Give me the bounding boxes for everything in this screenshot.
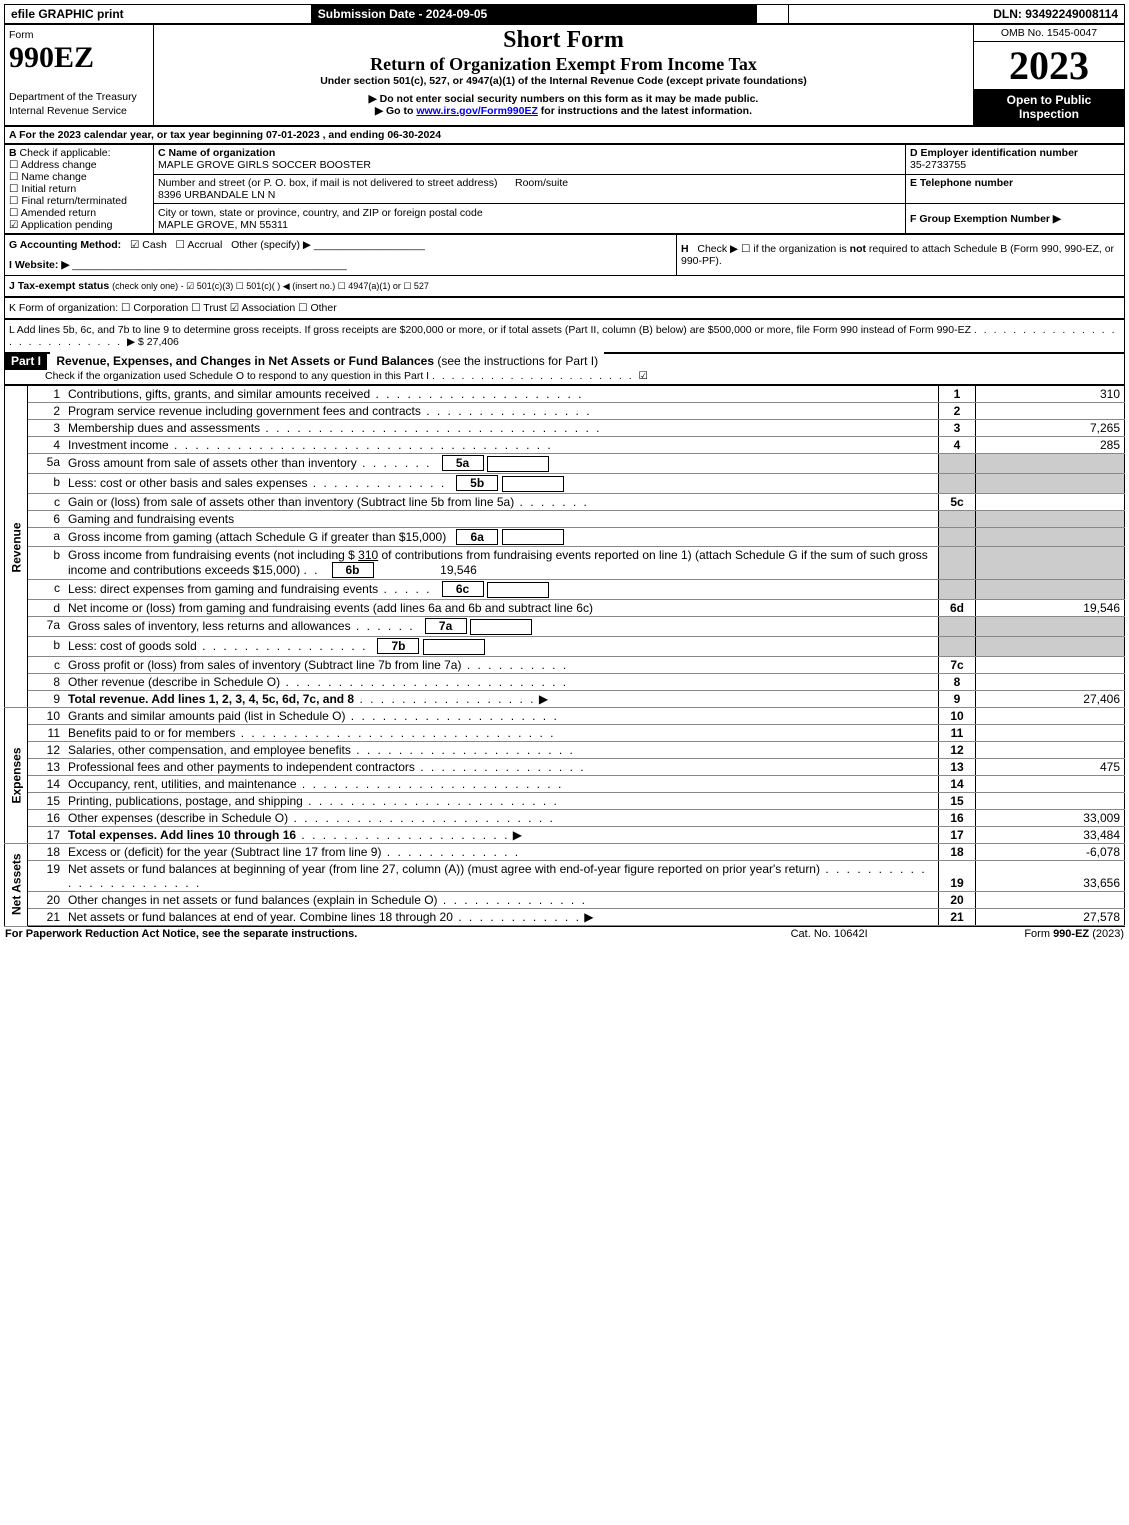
- irs-link[interactable]: www.irs.gov/Form990EZ: [416, 105, 538, 117]
- top-bar: efile GRAPHIC print Submission Date - 20…: [4, 4, 1125, 24]
- open-public: Open to Public Inspection: [974, 89, 1124, 125]
- form-number: 990EZ: [9, 41, 94, 74]
- box-c-city: City or town, state or province, country…: [154, 204, 906, 234]
- box-e: E Telephone number: [906, 174, 1125, 204]
- box-d: D Employer identification number 35-2733…: [906, 145, 1125, 175]
- side-expenses: Expenses: [5, 708, 28, 844]
- line-a: A For the 2023 calendar year, or tax yea…: [5, 127, 1125, 144]
- short-form-title: Short Form: [158, 27, 969, 54]
- form-label: Form: [9, 29, 34, 41]
- dln: DLN: 93492249008114: [788, 5, 1124, 24]
- side-netassets: Net Assets: [5, 843, 28, 926]
- part1-label: Part I: [5, 352, 47, 370]
- box-c-street: Number and street (or P. O. box, if mail…: [154, 174, 906, 204]
- line-g: G Accounting Method: ☑ Cash ☐ Accrual Ot…: [5, 235, 677, 256]
- line-h: H Check ▶ ☐ if the organization is not r…: [677, 235, 1125, 276]
- subtitle: Under section 501(c), 527, or 4947(a)(1)…: [158, 75, 969, 87]
- efile-label: efile GRAPHIC print: [5, 5, 312, 24]
- tax-year: 2023: [974, 42, 1124, 89]
- omb-number: OMB No. 1545-0047: [974, 25, 1124, 42]
- entity-block: B Check if applicable: ☐ Address change …: [4, 144, 1125, 234]
- line-l: L Add lines 5b, 6c, and 7b to line 9 to …: [5, 320, 1125, 353]
- line-i: I Website: ▶ ___________________________…: [5, 255, 677, 276]
- footer-form: Form 990-EZ (2023): [912, 927, 1125, 941]
- warn-ssn: ▶ Do not enter social security numbers o…: [158, 93, 969, 105]
- box-c-name: C Name of organization MAPLE GROVE GIRLS…: [154, 145, 906, 175]
- submission-date: Submission Date - 2024-09-05: [311, 5, 756, 24]
- line-j: J Tax-exempt status (check only one) - ☑…: [5, 276, 1125, 297]
- footer-left: For Paperwork Reduction Act Notice, see …: [4, 927, 746, 941]
- box-b: B Check if applicable: ☐ Address change …: [5, 145, 154, 234]
- part1-check-line: Check if the organization used Schedule …: [5, 368, 1125, 385]
- dept-treasury: Department of the Treasury: [9, 91, 137, 103]
- dept-irs: Internal Revenue Service: [9, 105, 127, 117]
- warn-link-line: ▶ Go to www.irs.gov/Form990EZ for instru…: [158, 105, 969, 117]
- header-block: Form 990EZ Department of the Treasury In…: [4, 24, 1125, 126]
- line-k: K Form of organization: ☐ Corporation ☐ …: [5, 298, 1125, 319]
- footer-catno: Cat. No. 10642I: [746, 927, 912, 941]
- box-f: F Group Exemption Number ▶: [906, 204, 1125, 234]
- side-revenue: Revenue: [5, 386, 28, 708]
- part1-title: Revenue, Expenses, and Changes in Net As…: [50, 352, 604, 370]
- lines-table: Revenue 1 Contributions, gifts, grants, …: [4, 385, 1125, 927]
- main-title: Return of Organization Exempt From Incom…: [158, 54, 969, 75]
